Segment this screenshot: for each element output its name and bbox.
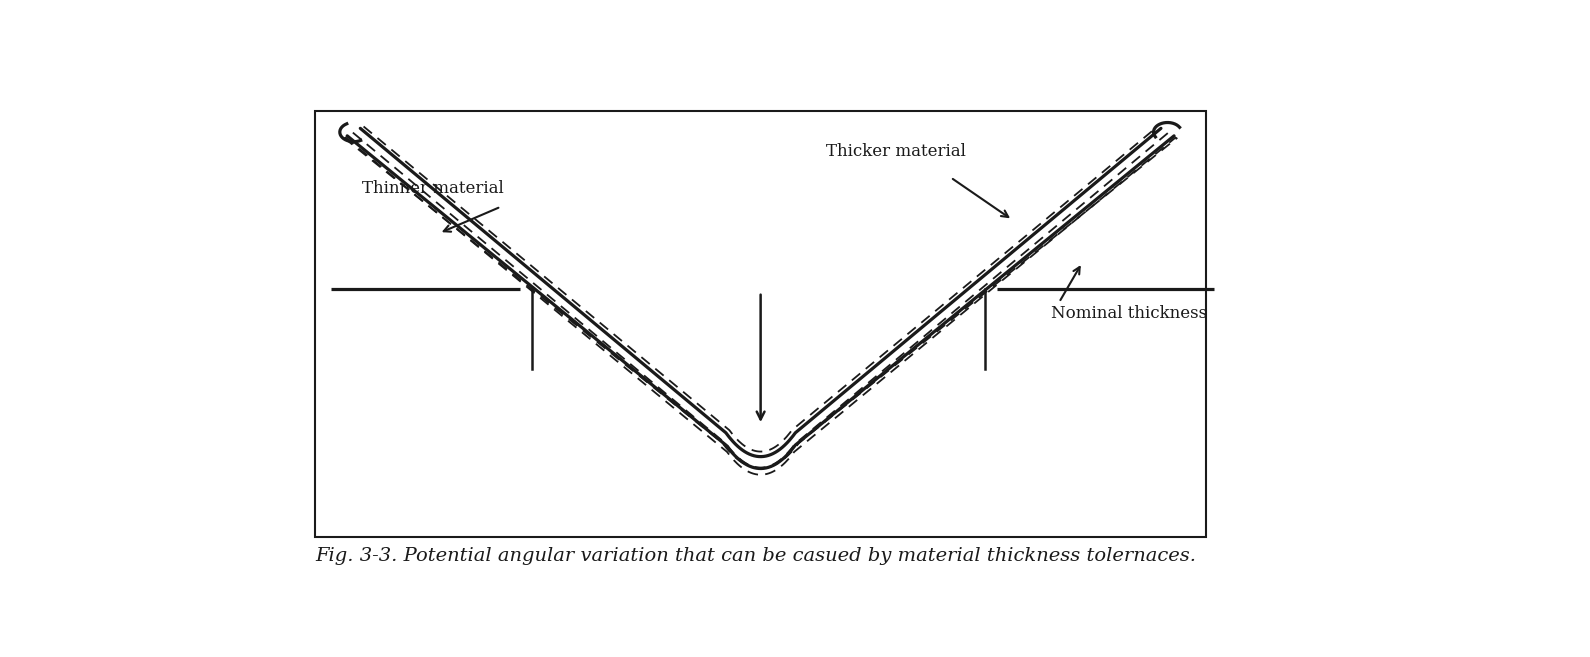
Text: Thicker material: Thicker material bbox=[827, 143, 967, 160]
Text: Thinner material: Thinner material bbox=[361, 180, 504, 197]
Text: Nominal thickness: Nominal thickness bbox=[1051, 306, 1207, 323]
Bar bbox=[315, 111, 1207, 537]
Text: Fig. 3-3. Potential angular variation that can be casued by material thickness t: Fig. 3-3. Potential angular variation th… bbox=[315, 547, 1196, 566]
